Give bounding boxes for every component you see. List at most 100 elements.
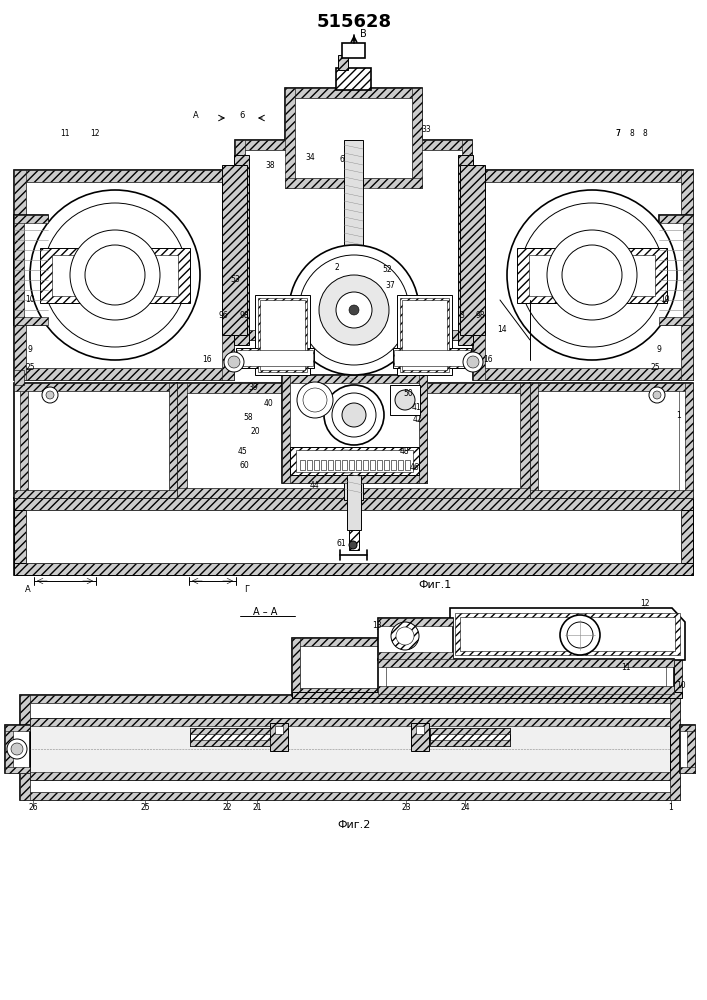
Circle shape [46,391,54,399]
Text: 6: 6 [239,110,245,119]
Bar [20,792,680,800]
Bar [177,383,187,498]
Bar [473,170,693,182]
Text: 50: 50 [403,388,413,397]
Bar [384,460,389,470]
Circle shape [7,739,27,759]
Bar [235,140,472,340]
Text: 12: 12 [641,599,650,608]
Bar [321,460,326,470]
Circle shape [349,305,359,315]
Text: Фиг.1: Фиг.1 [419,580,452,590]
Bar [430,740,510,746]
Bar [222,170,234,380]
Bar [5,725,30,773]
Bar [530,383,538,498]
Bar [30,703,670,792]
Bar [485,182,681,368]
Bar [530,490,693,498]
Text: 23: 23 [401,804,411,812]
Bar [681,510,693,563]
Circle shape [653,391,661,399]
Bar [398,460,403,470]
Bar [285,88,422,98]
Bar [659,215,693,325]
Bar [328,460,333,470]
Bar [190,728,270,746]
Bar [405,460,410,470]
Circle shape [463,352,483,372]
Text: 25: 25 [25,362,35,371]
Bar [687,725,695,773]
Bar [391,460,396,470]
Bar [169,383,177,498]
Bar [290,447,419,475]
Bar [397,295,452,375]
Bar [5,725,30,731]
Bar [52,255,178,296]
Text: 44: 44 [310,481,320,489]
Bar [300,460,305,470]
Bar [430,728,510,734]
Bar [460,165,485,335]
Bar [349,460,354,470]
Text: 7: 7 [616,128,621,137]
Circle shape [467,356,479,368]
Bar [177,383,530,498]
Text: 11: 11 [60,128,70,137]
Bar [14,498,693,575]
Bar [285,178,422,188]
Bar [473,368,693,380]
Bar [282,375,427,383]
Circle shape [299,255,409,365]
Bar [258,298,307,372]
Text: 53: 53 [230,275,240,284]
Text: 10: 10 [660,296,670,304]
Text: 34: 34 [305,153,315,162]
Text: 25: 25 [140,804,150,812]
Circle shape [547,230,637,320]
Bar [28,391,169,490]
Bar [295,98,412,178]
Text: 46: 46 [410,462,420,472]
Circle shape [228,356,240,368]
Text: 21: 21 [252,804,262,812]
Bar [292,638,682,646]
Bar [349,530,359,550]
Text: 1: 1 [677,410,682,420]
Bar [26,182,222,368]
Bar [290,383,419,475]
Bar [393,348,471,368]
Text: 10: 10 [676,682,686,690]
Bar [419,375,427,483]
Bar [282,375,427,483]
Bar [683,215,693,325]
Bar [292,638,682,696]
Bar [14,383,177,498]
Text: 60: 60 [239,460,249,470]
Circle shape [289,245,419,375]
Bar [14,370,24,385]
Text: 24: 24 [460,804,470,812]
Bar [455,613,680,655]
Bar [222,165,247,335]
Circle shape [342,403,366,427]
Bar [344,140,363,500]
Bar [14,563,693,575]
Bar [681,170,693,380]
Text: 45: 45 [237,448,247,456]
Circle shape [324,385,384,445]
Text: 33: 33 [421,125,431,134]
Bar [275,726,283,734]
Text: 98: 98 [239,310,249,320]
Bar [473,170,693,380]
Text: A: A [25,585,31,594]
Bar [378,686,674,694]
Bar [659,317,693,325]
Text: 20: 20 [250,428,259,436]
Bar [292,638,300,696]
Bar [363,460,368,470]
Text: 7: 7 [616,128,621,137]
Bar [460,617,675,651]
Text: 52: 52 [382,265,392,274]
